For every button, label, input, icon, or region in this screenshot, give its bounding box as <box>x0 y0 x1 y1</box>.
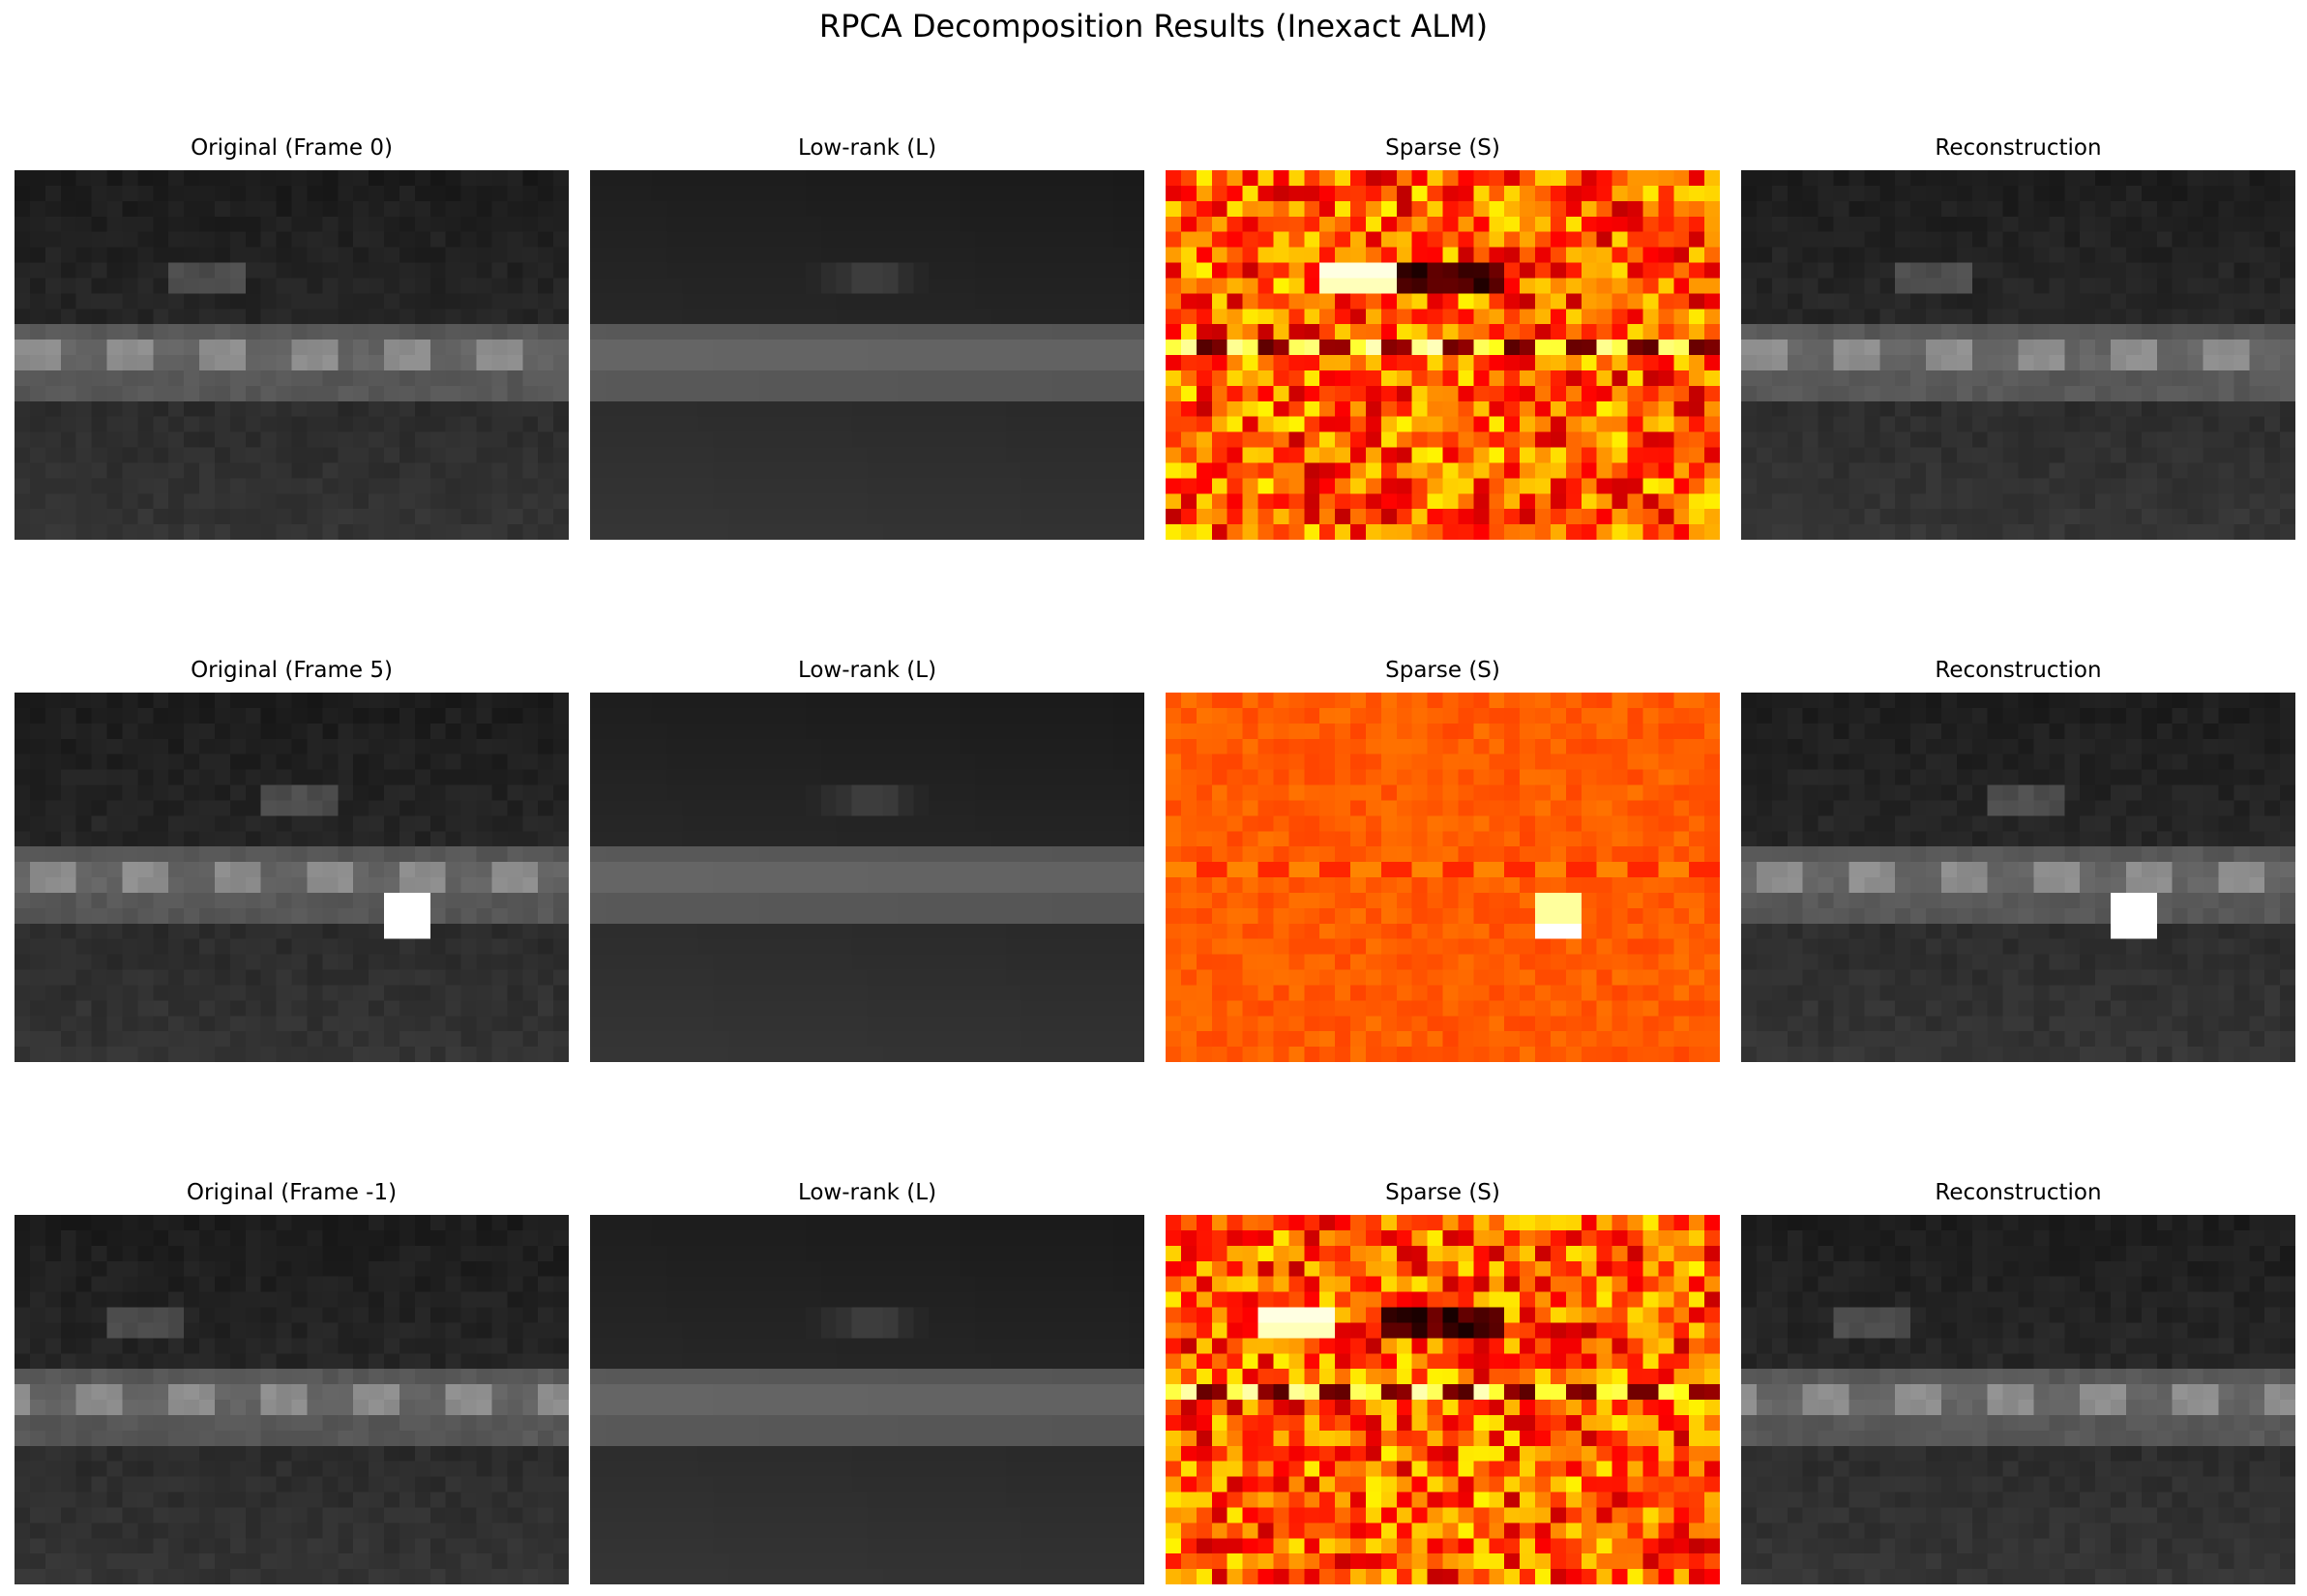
heatmap-sparse-3 <box>1166 1215 1720 1584</box>
heatmap-reconstruction-1 <box>1741 170 2295 540</box>
heatmap-low-rank-3 <box>590 1215 1144 1584</box>
panel-reconstruction-3: Reconstruction <box>1741 1180 2295 1584</box>
panel-title: Sparse (S) <box>1385 658 1500 683</box>
heatmap-reconstruction-3 <box>1741 1215 2295 1584</box>
panel-low-rank-2: Low-rank (L) <box>590 658 1144 1062</box>
panel-low-rank-3: Low-rank (L) <box>590 1180 1144 1584</box>
panel-title: Low-rank (L) <box>797 658 937 683</box>
heatmap-sparse-1 <box>1166 170 1720 540</box>
panel-original-frame-0: Original (Frame 0) <box>15 135 569 540</box>
panel-title: Reconstruction <box>1935 658 2102 683</box>
heatmap-original-frame-0 <box>15 170 569 540</box>
panel-reconstruction-1: Reconstruction <box>1741 135 2295 540</box>
heatmap-low-rank-2 <box>590 693 1144 1062</box>
panel-reconstruction-2: Reconstruction <box>1741 658 2295 1062</box>
panel-sparse-3: Sparse (S) <box>1166 1180 1720 1584</box>
panel-original-frame-5: Original (Frame 5) <box>15 658 569 1062</box>
panel-title: Low-rank (L) <box>797 135 937 161</box>
panel-title: Original (Frame 5) <box>191 658 393 683</box>
heatmap-low-rank-1 <box>590 170 1144 540</box>
heatmap-sparse-2 <box>1166 693 1720 1062</box>
panel-title: Original (Frame 0) <box>191 135 393 161</box>
heatmap-reconstruction-2 <box>1741 693 2295 1062</box>
panel-title: Original (Frame -1) <box>186 1180 398 1205</box>
panel-sparse-1: Sparse (S) <box>1166 135 1720 540</box>
heatmap-original-frame-minus-1 <box>15 1215 569 1584</box>
panel-low-rank-1: Low-rank (L) <box>590 135 1144 540</box>
heatmap-original-frame-5 <box>15 693 569 1062</box>
panel-sparse-2: Sparse (S) <box>1166 658 1720 1062</box>
panel-title: Reconstruction <box>1935 1180 2102 1205</box>
panel-title: Sparse (S) <box>1385 135 1500 161</box>
figure-title: RPCA Decomposition Results (Inexact ALM) <box>818 8 1489 44</box>
panel-title: Sparse (S) <box>1385 1180 1500 1205</box>
panel-title: Reconstruction <box>1935 135 2102 161</box>
panel-title: Low-rank (L) <box>797 1180 937 1205</box>
panel-original-frame-minus-1: Original (Frame -1) <box>15 1180 569 1584</box>
